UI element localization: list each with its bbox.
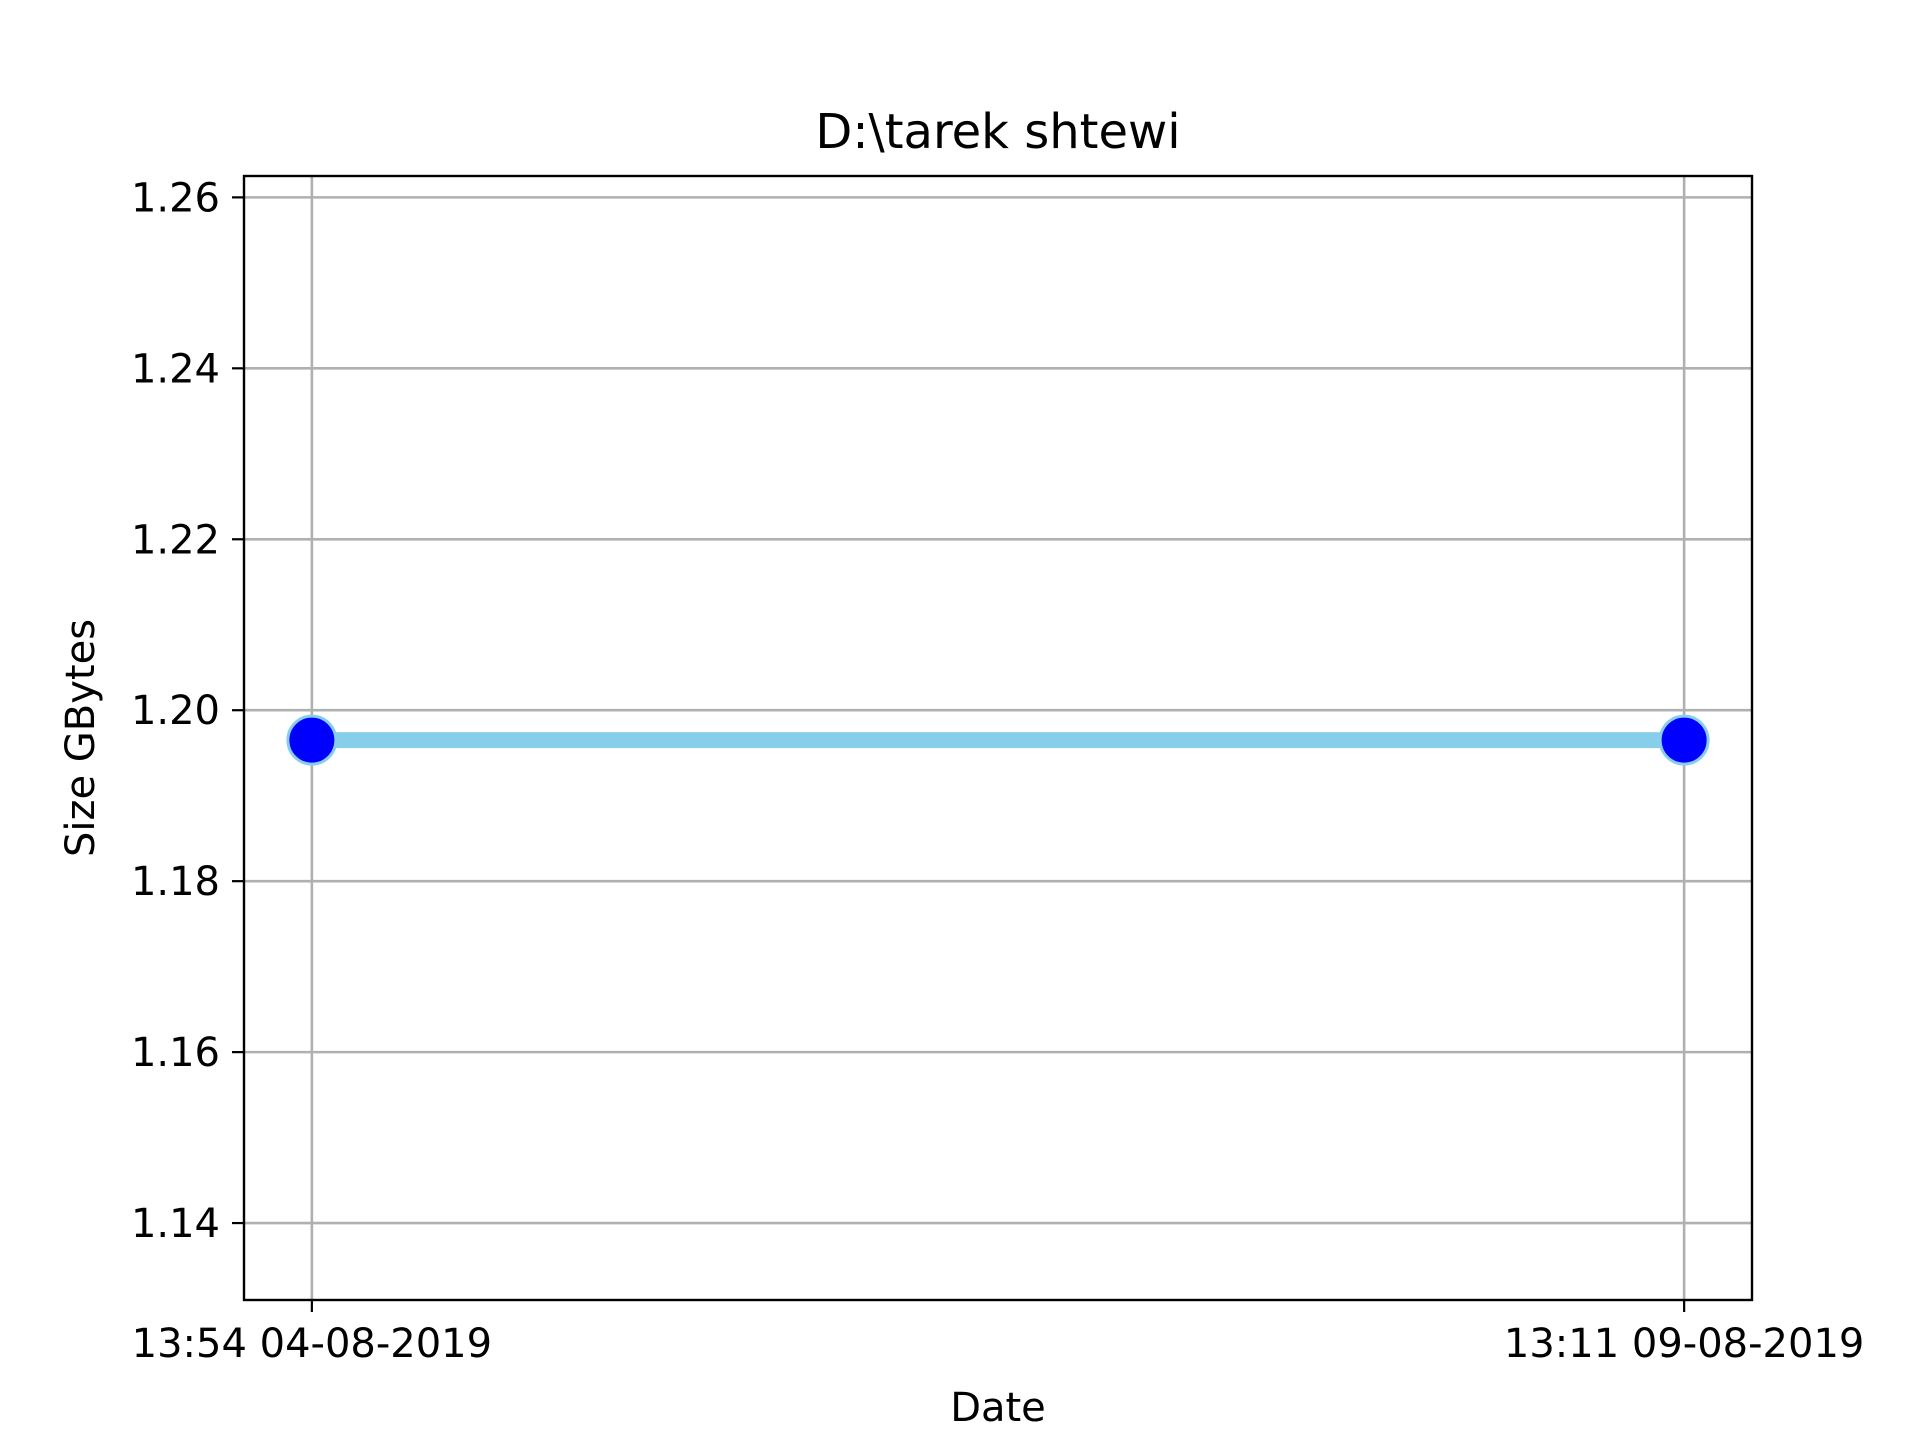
data-point-marker <box>1658 714 1710 766</box>
y-tick-label: 1.24 <box>131 346 220 392</box>
x-tick-label: 13:11 09-08-2019 <box>1504 1321 1864 1367</box>
grid-lines <box>244 176 1752 1300</box>
y-tick-label: 1.22 <box>131 517 220 563</box>
x-axis: 13:54 04-08-2019 13:11 09-08-2019 <box>132 1300 1864 1367</box>
y-tick-label: 1.26 <box>131 175 220 221</box>
y-tick-label: 1.14 <box>131 1201 220 1247</box>
x-axis-title: Date <box>950 1385 1046 1431</box>
plot-frame <box>242 174 1754 1302</box>
chart-title: D:\tarek shtewi <box>815 104 1180 160</box>
x-tick-label: 13:54 04-08-2019 <box>132 1321 492 1367</box>
data-point-marker <box>286 714 338 766</box>
y-axis-title: Size GBytes <box>58 619 104 857</box>
y-tick-label: 1.18 <box>131 859 220 905</box>
y-tick-label: 1.16 <box>131 1030 220 1076</box>
y-tick-label: 1.20 <box>131 688 220 734</box>
series-layer <box>286 714 1710 766</box>
y-axis: 1.14 1.16 1.18 1.20 1.22 1.24 1.26 <box>131 175 244 1247</box>
